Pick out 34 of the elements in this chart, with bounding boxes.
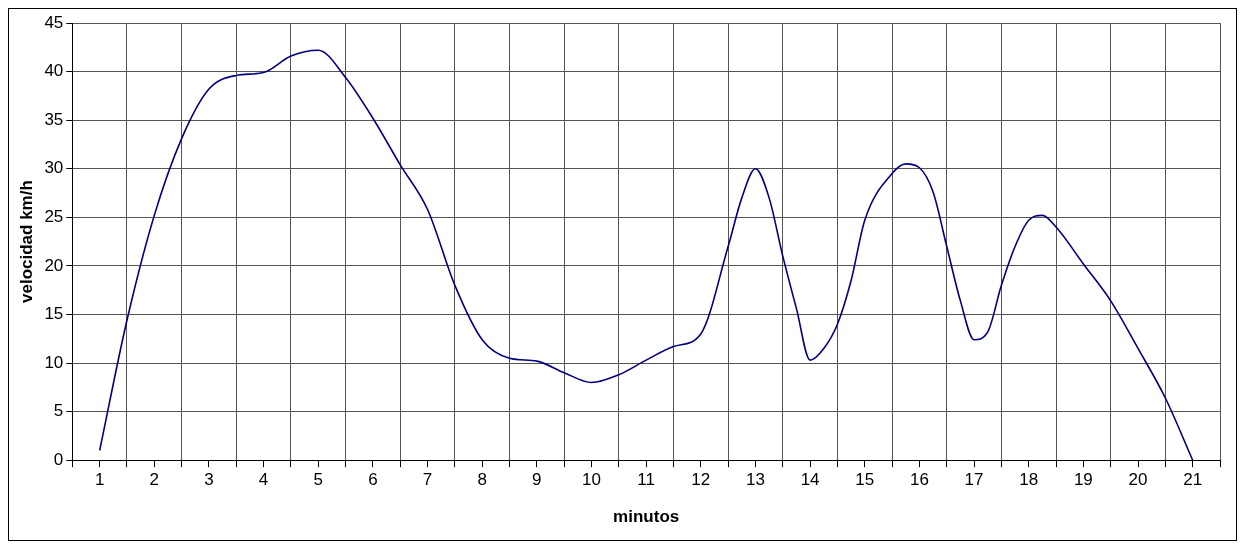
- x-tick-label: 8: [477, 470, 487, 490]
- x-tick-label: 6: [368, 470, 378, 490]
- x-tick-label: 18: [1019, 470, 1039, 490]
- x-tick-label: 11: [637, 470, 655, 490]
- y-tick-label: 25: [44, 207, 64, 226]
- x-tick-label: 15: [855, 470, 875, 490]
- y-tick-label: 15: [44, 304, 64, 324]
- x-tick-label: 1: [94, 470, 105, 490]
- x-tick-label: 2: [149, 470, 160, 490]
- x-tick-label: 19: [1073, 470, 1093, 490]
- x-tick-label: 12: [691, 470, 711, 490]
- line-series: [98, 49, 1194, 461]
- x-tick-label: 10: [582, 470, 601, 490]
- y-tick-label: 20: [44, 255, 64, 275]
- x-tick-label: 9: [532, 470, 542, 490]
- x-tick-label: 20: [1128, 470, 1148, 490]
- y-tick-label: 10: [44, 352, 64, 372]
- x-tick-label: 14: [800, 470, 820, 490]
- y-tick-label: 0: [53, 449, 64, 469]
- y-tick-label: 5: [53, 401, 64, 421]
- y-axis-title: velocidad km/h: [16, 180, 36, 304]
- x-tick-label: 16: [909, 470, 929, 490]
- x-tick-label: 13: [746, 470, 765, 490]
- x-tick-label: 4: [258, 470, 269, 490]
- y-tick-label: 35: [44, 109, 64, 129]
- x-tick-label: 21: [1183, 470, 1203, 490]
- x-tick-label: 17: [964, 470, 984, 490]
- x-tick-label: 3: [204, 470, 214, 490]
- x-tick-label: 5: [313, 470, 323, 490]
- x-axis-title: minutos: [613, 507, 680, 527]
- y-tick-label: 40: [44, 61, 64, 81]
- y-tick-label: 30: [44, 158, 64, 178]
- y-tick-label: 45: [44, 12, 64, 32]
- x-tick-label: 7: [422, 470, 433, 490]
